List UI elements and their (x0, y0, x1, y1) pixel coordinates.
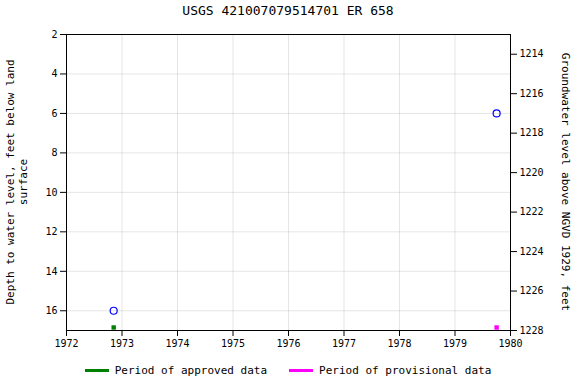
svg-text:4: 4 (51, 68, 57, 79)
svg-text:1978: 1978 (387, 338, 411, 349)
svg-text:16: 16 (45, 305, 57, 316)
html-text:USGS 421007079514701 ER 658: USGS 421007079514701 ER 658 (182, 3, 394, 18)
svg-text:12: 12 (45, 226, 57, 237)
svg-text:1218: 1218 (520, 127, 544, 138)
svg-text:1224: 1224 (520, 246, 544, 257)
svg-text:1974: 1974 (165, 338, 189, 349)
svg-text:Groundwater level above NGVD 1: Groundwater level above NGVD 1929, feet (559, 53, 572, 311)
svg-text:1222: 1222 (520, 206, 544, 217)
svg-text:1216: 1216 (520, 88, 544, 99)
svg-text:1228: 1228 (520, 325, 544, 336)
svg-text:1226: 1226 (520, 285, 544, 296)
svg-text:1979: 1979 (443, 338, 467, 349)
svg-text:14: 14 (45, 266, 57, 277)
svg-text:2: 2 (51, 29, 57, 40)
svg-text:1980: 1980 (498, 338, 522, 349)
svg-text:6: 6 (51, 108, 57, 119)
html-text:Period of approved data: Period of approved data (114, 363, 268, 377)
svg-text:10: 10 (45, 187, 57, 198)
svg-text:Depth to water level, feet bel: Depth to water level, feet below landsur… (4, 59, 30, 304)
svg-text:1977: 1977 (332, 338, 356, 349)
svg-text:1976: 1976 (276, 338, 300, 349)
svg-text:1220: 1220 (520, 167, 544, 178)
svg-text:1972: 1972 (54, 338, 78, 349)
html-text:Period of provisional data: Period of provisional data (319, 363, 492, 377)
svg-text:1214: 1214 (520, 48, 544, 59)
svg-text:1975: 1975 (221, 338, 245, 349)
svg-text:1973: 1973 (110, 338, 134, 349)
svg-text:8: 8 (51, 147, 57, 158)
